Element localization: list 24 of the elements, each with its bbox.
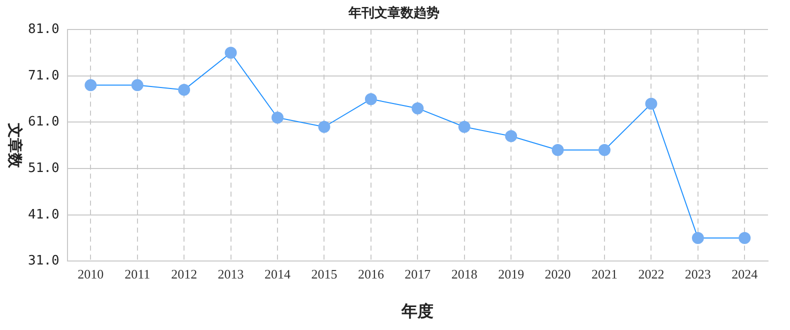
x-tick-label: 2021 <box>592 266 618 282</box>
x-tick-label: 2011 <box>124 266 150 282</box>
x-tick-label: 2016 <box>358 266 384 282</box>
chart-title: 年刊文章数趋势 <box>348 5 440 20</box>
x-tick-label: 2023 <box>684 266 711 282</box>
y-tick-label: 61.0 <box>28 114 60 130</box>
x-axis-title: 年度 <box>400 302 434 321</box>
y-tick-label: 31.0 <box>28 254 60 269</box>
y-tick-label: 41.0 <box>28 207 60 222</box>
x-tick-label: 2013 <box>218 266 244 282</box>
x-tick-label: 2010 <box>78 266 104 282</box>
x-tick-label: 2015 <box>311 266 338 282</box>
y-tick-label: 51.0 <box>28 160 60 176</box>
y-tick-label: 71.0 <box>28 68 60 84</box>
x-tick-label: 2022 <box>638 266 664 282</box>
y-axis-title: 文章数 <box>6 122 24 169</box>
x-tick-label: 2014 <box>264 266 292 282</box>
x-tick-label: 2017 <box>404 266 432 282</box>
x-tick-label: 2020 <box>544 266 571 282</box>
x-tick-label: 2019 <box>498 266 524 282</box>
x-tick-label: 2024 <box>732 266 758 282</box>
x-tick-label: 2018 <box>451 266 478 282</box>
y-tick-label: 81.0 <box>28 22 60 37</box>
x-tick-label: 2012 <box>171 266 198 282</box>
